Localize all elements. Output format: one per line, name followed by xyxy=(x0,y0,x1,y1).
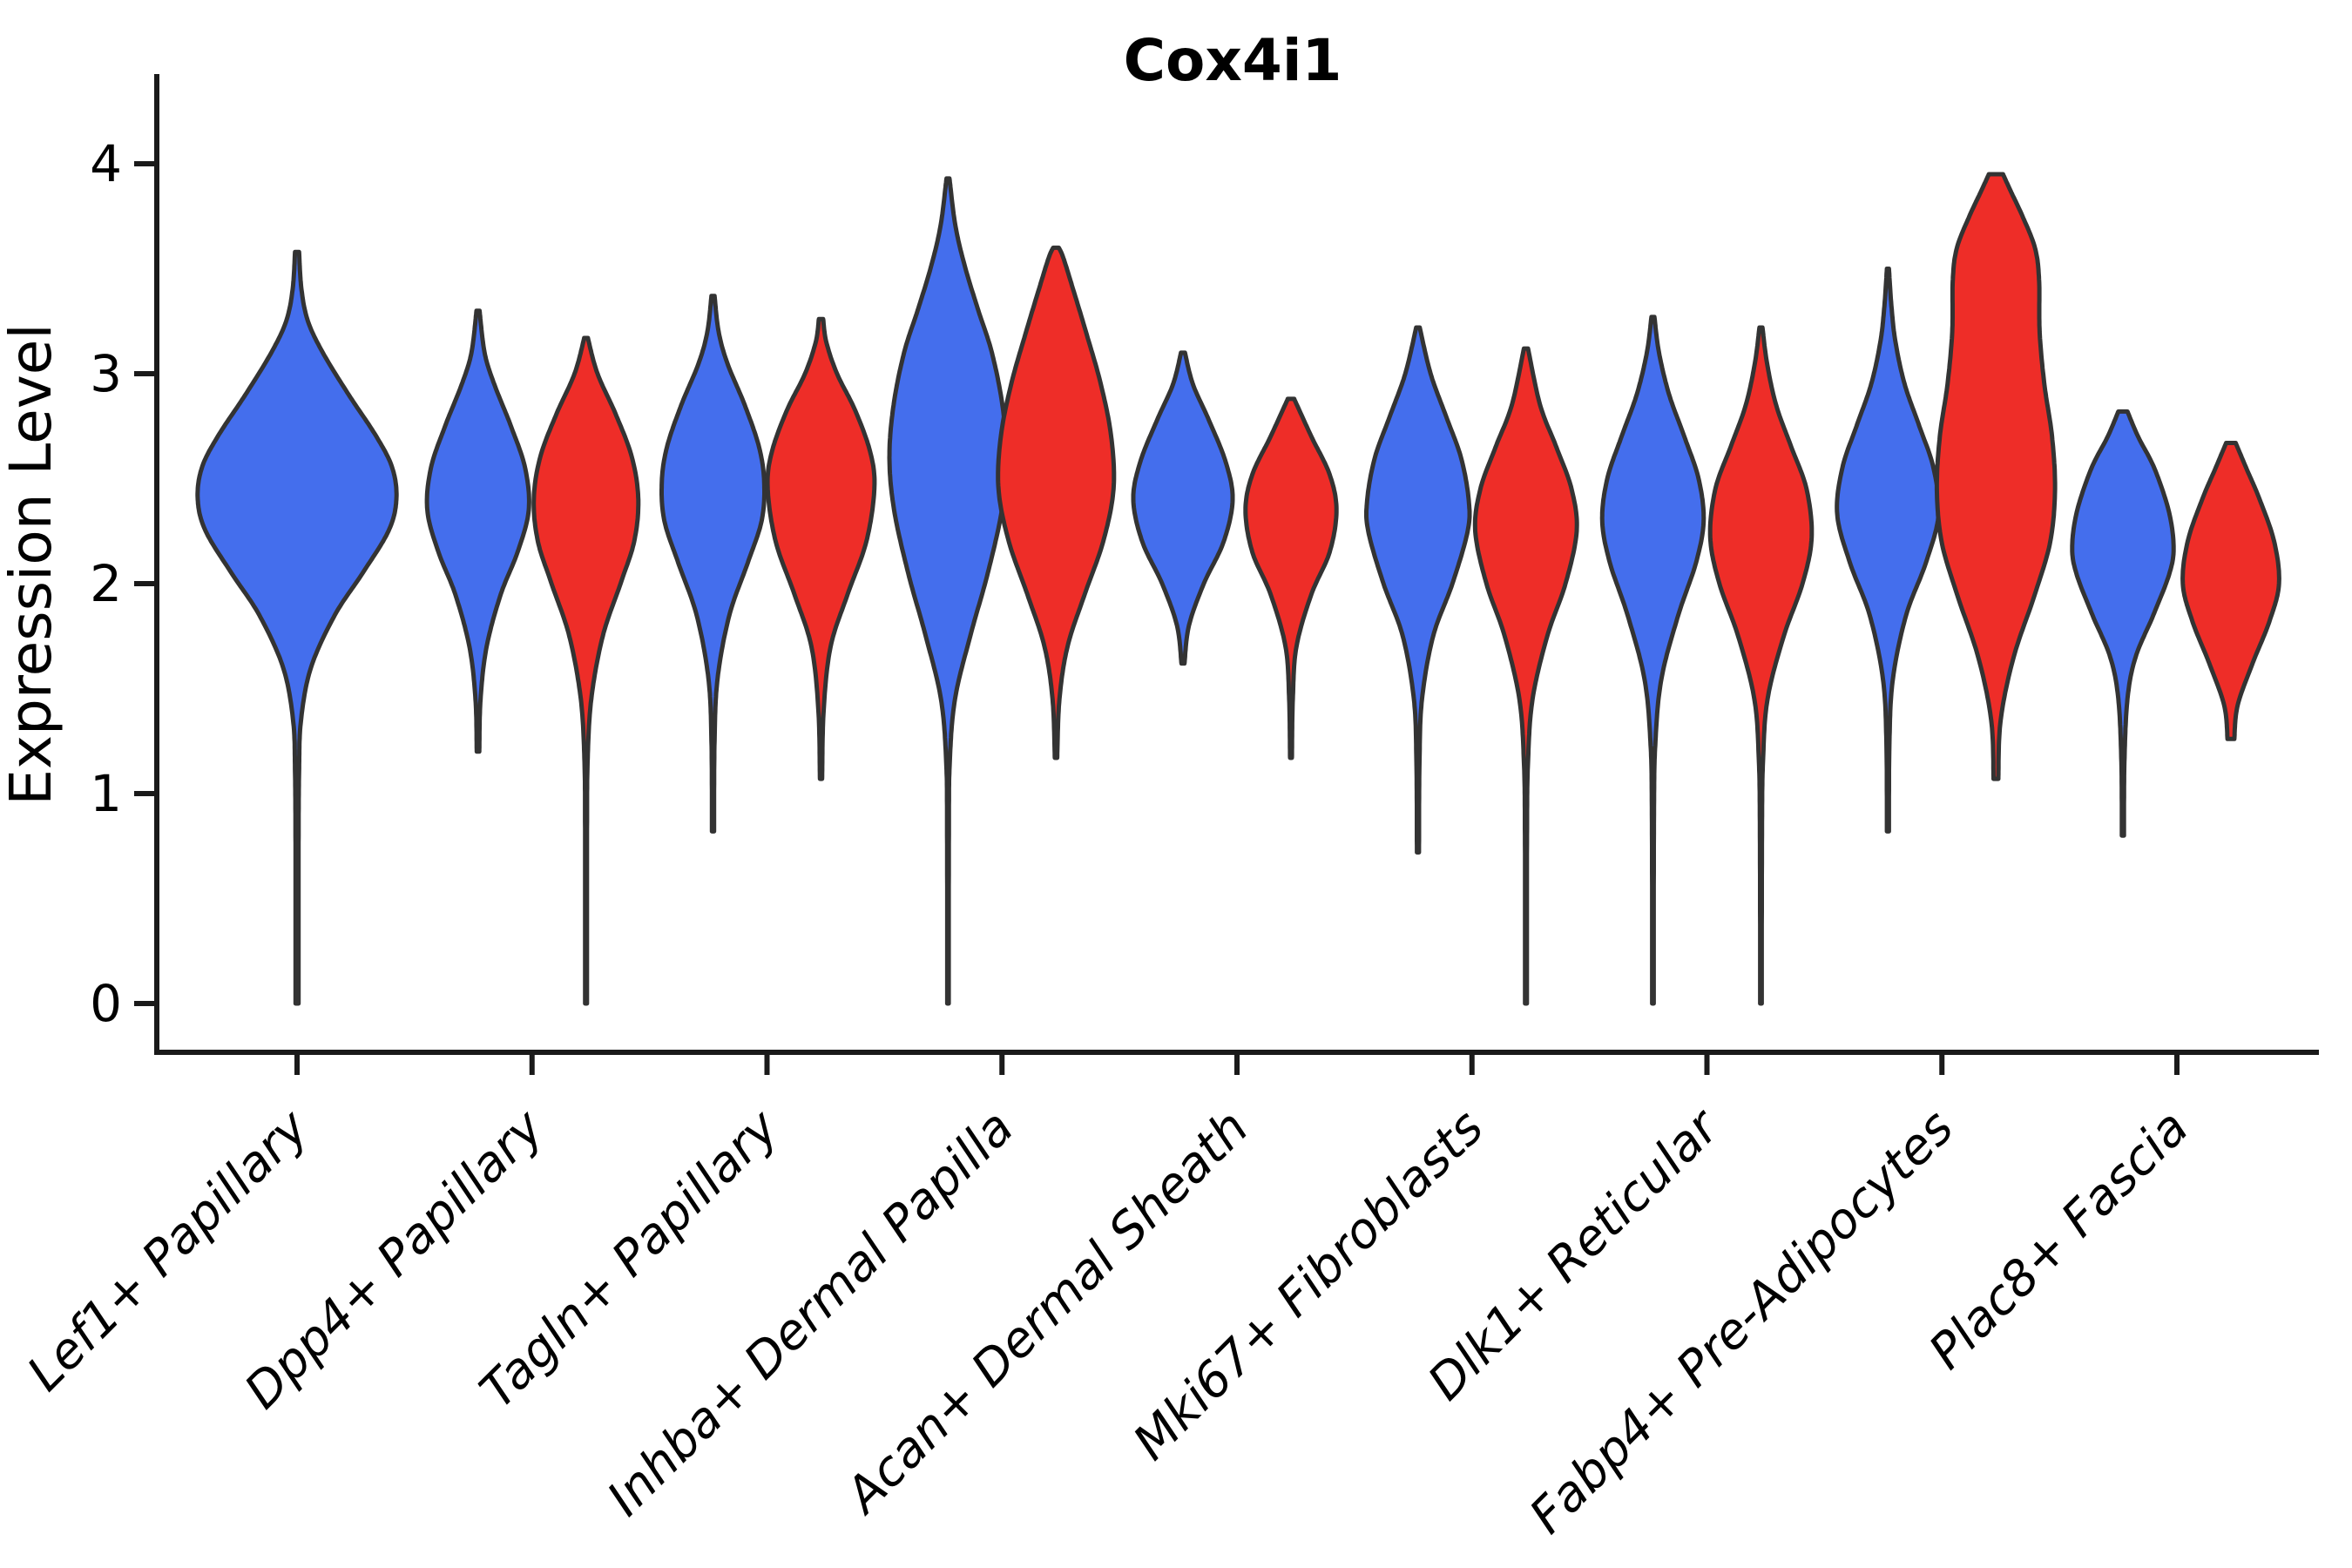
violin-plac8-fascia-split1 xyxy=(2070,409,2176,838)
violin-inhba-dermal-papilla-split2 xyxy=(996,245,1117,760)
violin-tagln-papillary-split2 xyxy=(765,316,877,781)
violin-mki67-fibroblasts-split1 xyxy=(1364,325,1472,855)
violin-dpp4-papillary-split1 xyxy=(424,308,531,754)
violin-fabp4-pre-adipocytes-split2 xyxy=(1934,172,2058,781)
y-tick-label-3: 3 xyxy=(90,344,122,403)
violin-acan-dermal-sheath-split1 xyxy=(1131,350,1235,666)
violin-inhba-dermal-papilla-split1 xyxy=(887,176,1009,1006)
violin-plac8-fascia-split2 xyxy=(2180,441,2281,741)
y-axis-label: Expression Level xyxy=(0,323,64,805)
chart-title: Cox4i1 xyxy=(1124,27,1342,94)
y-tick-label-4: 4 xyxy=(90,134,122,193)
violin-tagln-papillary-split1 xyxy=(659,294,767,834)
x-tick-label-4: Inhba+ Dermal Papilla xyxy=(597,1099,1024,1527)
x-tick-label-5: Acan+ Dermal Sheath xyxy=(834,1099,1260,1525)
y-tick-label-1: 1 xyxy=(90,764,122,823)
violin-acan-dermal-sheath-split2 xyxy=(1243,396,1339,760)
violin-dlk1-reticular-split1 xyxy=(1599,314,1707,1006)
violin-dpp4-papillary-split2 xyxy=(531,335,641,1006)
violin-dlk1-reticular-split2 xyxy=(1707,325,1815,1006)
y-tick-label-0: 0 xyxy=(90,974,122,1033)
violin-mki67-fibroblasts-split2 xyxy=(1472,346,1579,1006)
violin-fabp4-pre-adipocytes-split1 xyxy=(1835,267,1942,834)
x-tick-label-8: Fabp4+ Pre-Adipocytes xyxy=(1519,1099,1964,1544)
violins-layer xyxy=(195,172,2281,1006)
y-tick-label-2: 2 xyxy=(90,554,122,613)
violin-lef1-papillary-split1 xyxy=(195,249,399,1006)
